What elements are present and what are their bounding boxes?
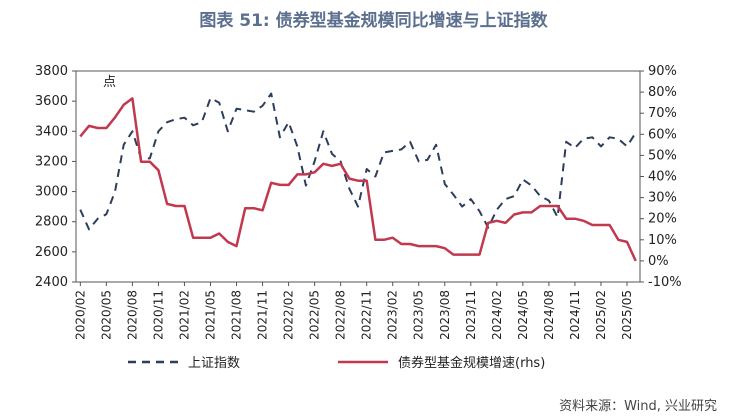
left-tick-label: 3000 [35,185,68,200]
x-tick-label: 2024/02 [490,290,504,340]
series-line-bond-fund [79,97,637,262]
x-tick-label: 2024/05 [516,290,530,340]
x-tick-label: 2022/02 [282,290,296,340]
x-tick-label: 2022/08 [334,290,348,340]
source-note: 资料来源：Wind, 兴业研究 [559,399,717,414]
left-tick-label: 3600 [35,94,68,109]
right-tick-label: 50% [648,148,677,163]
series-layer [79,92,637,262]
x-tick-label: 2021/11 [256,290,270,340]
left-tick-label: 2600 [35,245,68,260]
series-line-index [79,92,637,231]
x-tick-label: 2025/02 [594,290,608,340]
left-tick-label: 2800 [35,215,68,230]
x-tick-label: 2022/11 [360,290,374,340]
left-tick-label: 3800 [35,64,68,79]
right-tick-label: 0% [648,254,669,269]
x-tick-label: 2023/05 [412,290,426,340]
x-tick-label: 2021/08 [230,290,244,340]
right-tick-label: 40% [648,170,677,185]
x-tick-label: 2024/11 [568,290,582,340]
right-tick-label: 70% [648,106,677,121]
x-tick-label: 2022/05 [308,290,322,340]
right-tick-label: 80% [648,85,677,100]
left-tick-label: 2400 [35,275,68,290]
right-tick-label: 10% [648,233,677,248]
x-tick-label: 2021/05 [203,290,217,340]
x-tick-label: 2025/05 [620,290,634,340]
left-tick-label: 3200 [35,154,68,169]
x-tick-label: 2023/11 [464,290,478,340]
legend-label-bond-fund: 债券型基金规模增速(rhs) [398,355,545,371]
x-tick-label: 2023/08 [438,290,452,340]
right-tick-label: 60% [648,127,677,142]
x-tick-label: 2020/08 [125,290,139,340]
x-tick-label: 2021/02 [177,290,191,340]
legend: 上证指数 债券型基金规模增速(rhs) [128,355,545,371]
right-tick-label: -10% [648,275,682,290]
right-tick-label: 30% [648,191,677,206]
chart-title: 图表 51: 债券型基金规模同比增速与上证指数 [199,11,548,31]
x-tick-label: 2020/02 [73,290,87,340]
left-axis-ticks: 2400 2600 2800 3000 3200 3400 3600 3800 [35,64,76,290]
left-tick-label: 3400 [35,124,68,139]
right-axis-ticks: -10% 0% 10% 20% 30% 40% 50% 60% 70% 80% 90% [640,64,682,290]
x-axis-ticks: 2020/02 2020/05 2020/08 2020/11 2021/02 2021/… [73,282,634,340]
x-tick-label: 2023/02 [386,290,400,340]
x-tick-label: 2020/11 [151,290,165,340]
right-tick-label: 90% [648,64,677,79]
x-tick-label: 2024/08 [542,290,556,340]
x-tick-label: 2020/05 [99,290,113,340]
annotation-text: 点 [103,75,116,90]
legend-label-index: 上证指数 [188,356,240,371]
right-tick-label: 20% [648,212,677,227]
